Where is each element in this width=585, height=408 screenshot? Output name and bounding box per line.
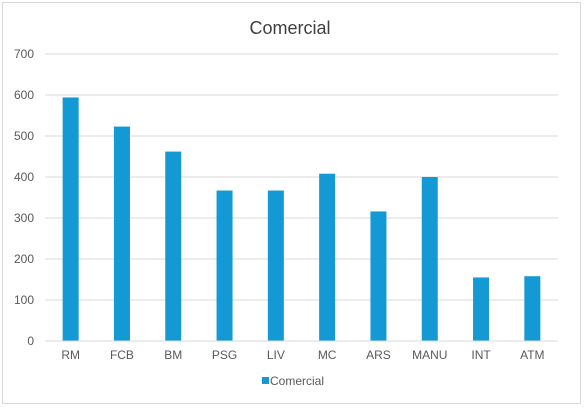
- x-tick-label: PSG: [212, 348, 237, 362]
- bar-liv: [267, 190, 284, 341]
- bar-manu: [421, 177, 438, 341]
- x-tick-label: MC: [318, 348, 337, 362]
- y-tick-label: 500: [14, 129, 34, 143]
- y-tick-label: 600: [14, 88, 34, 102]
- y-tick-label: 0: [27, 334, 34, 348]
- bar-psg: [216, 190, 233, 341]
- x-axis-ticks: RM FCB BM PSG LIV MC ARS MANU INT ATM: [61, 348, 544, 362]
- legend-label: Comercial: [270, 374, 324, 388]
- gridlines: [45, 53, 558, 301]
- bar-int: [473, 277, 490, 341]
- x-tick-label: LIV: [267, 348, 285, 362]
- bar-ars: [370, 211, 387, 341]
- bar-rm: [62, 97, 79, 342]
- bars: [62, 97, 541, 342]
- legend: Comercial: [262, 374, 324, 388]
- bar-atm: [524, 276, 541, 341]
- y-tick-label: 400: [14, 170, 34, 184]
- x-tick-label: RM: [61, 348, 80, 362]
- bar-mc: [319, 173, 336, 341]
- x-tick-label: MANU: [412, 348, 447, 362]
- x-tick-label: INT: [471, 348, 491, 362]
- bar-fcb: [113, 126, 130, 341]
- y-tick-label: 300: [14, 211, 34, 225]
- x-tick-label: ARS: [366, 348, 391, 362]
- y-axis-ticks: 0 100 200 300 400 500 600 700: [14, 47, 34, 348]
- bar-bm: [165, 151, 182, 341]
- y-tick-label: 200: [14, 252, 34, 266]
- x-tick-label: ATM: [520, 348, 544, 362]
- legend-swatch: [262, 377, 269, 384]
- y-tick-label: 700: [14, 47, 34, 61]
- x-tick-label: BM: [164, 348, 182, 362]
- y-tick-label: 100: [14, 293, 34, 307]
- chart-title: Comercial: [249, 18, 330, 38]
- x-tick-label: FCB: [110, 348, 134, 362]
